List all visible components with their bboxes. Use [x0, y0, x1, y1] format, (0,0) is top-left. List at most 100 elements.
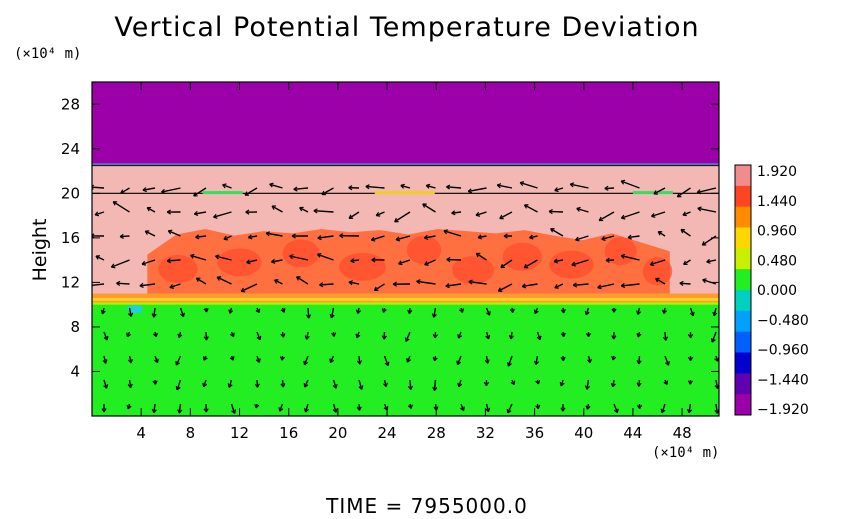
wind-vector-head — [175, 361, 181, 366]
wind-vector — [475, 211, 487, 216]
cold-spot — [127, 305, 144, 314]
colorbar-label: 0.480 — [757, 253, 797, 269]
colorbar-label: −1.440 — [757, 372, 809, 388]
wind-vector-head — [400, 183, 405, 189]
wind-vector — [365, 185, 385, 189]
wind-vector-head — [280, 308, 286, 313]
wind-vector-head — [605, 257, 610, 263]
wind-vector — [485, 403, 490, 412]
colorbar-label: 1.440 — [757, 194, 797, 210]
wind-vector — [535, 355, 539, 365]
wind-vector — [499, 211, 513, 220]
wind-vector — [329, 355, 335, 363]
wind-vector-head — [611, 308, 617, 313]
wind-vector-head — [189, 253, 195, 259]
y-axis: 4 8 12 16 20 24 28 — [61, 95, 719, 380]
wind-vector — [153, 403, 156, 413]
boundary-tint — [92, 163, 719, 166]
wind-vector-head — [620, 283, 626, 289]
warm-core-patch — [502, 242, 542, 271]
wind-vector — [168, 230, 181, 237]
wind-vector-head — [636, 360, 642, 365]
wind-vector — [683, 259, 691, 266]
wind-vector-head — [313, 208, 318, 214]
wind-vector — [269, 183, 283, 189]
wind-vector-head — [536, 335, 542, 341]
wind-vector — [400, 184, 411, 189]
wind-vector-head — [649, 261, 655, 267]
wind-vector-head — [139, 282, 144, 288]
wind-vector — [433, 307, 437, 318]
wind-vector-head — [422, 203, 427, 208]
wind-vector — [358, 355, 361, 365]
wind-vector — [289, 255, 309, 261]
wind-vector-head — [100, 309, 106, 315]
boundary-tint — [374, 191, 435, 195]
wind-vector — [554, 283, 564, 289]
wind-vector — [176, 379, 182, 391]
wind-vector-head — [477, 234, 482, 240]
wind-vector-head — [305, 314, 312, 319]
x-axis: 4 8 12 16 20 24 28 32 36 40 44 48 — [136, 82, 692, 442]
wind-vector-head — [146, 206, 152, 212]
y-tick-label: 16 — [61, 229, 80, 247]
wind-vector-head — [161, 188, 166, 194]
wind-vector-head — [223, 235, 228, 241]
wind-vector-head — [332, 384, 338, 389]
wind-vector — [398, 259, 411, 265]
wind-vector-head — [445, 283, 450, 289]
wind-vector-head — [535, 404, 541, 410]
wind-vector-head — [356, 360, 363, 365]
mixing-band-green — [92, 302, 719, 306]
wind-vector-head — [712, 311, 718, 317]
wind-vector — [416, 280, 436, 285]
wind-vector-head — [550, 228, 555, 233]
warm-core-patch — [217, 248, 262, 277]
wind-vector-head — [687, 356, 694, 361]
wind-vector — [523, 259, 538, 269]
boundary-tint — [632, 191, 673, 195]
wind-vector — [293, 187, 309, 191]
x-tick-label: 20 — [328, 424, 347, 442]
wind-vector-head — [350, 258, 355, 264]
wind-vector-head — [166, 209, 171, 215]
wind-vector-head — [662, 336, 669, 341]
wind-vector-head — [510, 380, 516, 386]
wind-vector — [95, 255, 105, 261]
wind-vectors — [92, 179, 719, 414]
wind-vector — [409, 379, 412, 390]
wind-vector-head — [365, 184, 370, 190]
wind-vector-head — [460, 406, 465, 412]
colorbar-label: −1.920 — [757, 402, 809, 418]
wind-vector-head — [375, 211, 381, 217]
wind-vector-head — [103, 335, 109, 341]
wind-vector — [307, 307, 310, 319]
wind-vector — [485, 307, 491, 316]
x-tick-label: 32 — [476, 424, 495, 442]
y-tick-label: 12 — [61, 273, 80, 291]
wind-vector — [223, 235, 232, 240]
wind-vector — [549, 210, 564, 213]
wind-vector-head — [95, 255, 101, 260]
wind-vector — [304, 403, 309, 413]
wind-vector — [128, 379, 132, 388]
x-tick-label: 44 — [623, 424, 642, 442]
wind-vector-head — [317, 235, 322, 241]
wind-vector-head — [407, 309, 413, 314]
wind-vector — [433, 379, 437, 391]
x-tick-label: 8 — [186, 424, 196, 442]
wind-vector-head — [154, 358, 159, 364]
wind-vector-head — [151, 313, 157, 318]
wind-vector-head — [676, 192, 682, 198]
wind-vector — [650, 259, 666, 266]
wind-vector — [585, 307, 590, 316]
colorbar-label: −0.960 — [757, 343, 809, 359]
colorbar-swatch — [735, 206, 751, 228]
wind-vector-head — [296, 276, 301, 281]
wind-vector — [575, 235, 589, 241]
wind-vector-head — [686, 408, 693, 414]
wind-vector-head — [303, 408, 309, 413]
wind-vector — [179, 307, 185, 317]
wind-vector-head — [533, 309, 539, 315]
wind-vector-head — [128, 312, 134, 317]
